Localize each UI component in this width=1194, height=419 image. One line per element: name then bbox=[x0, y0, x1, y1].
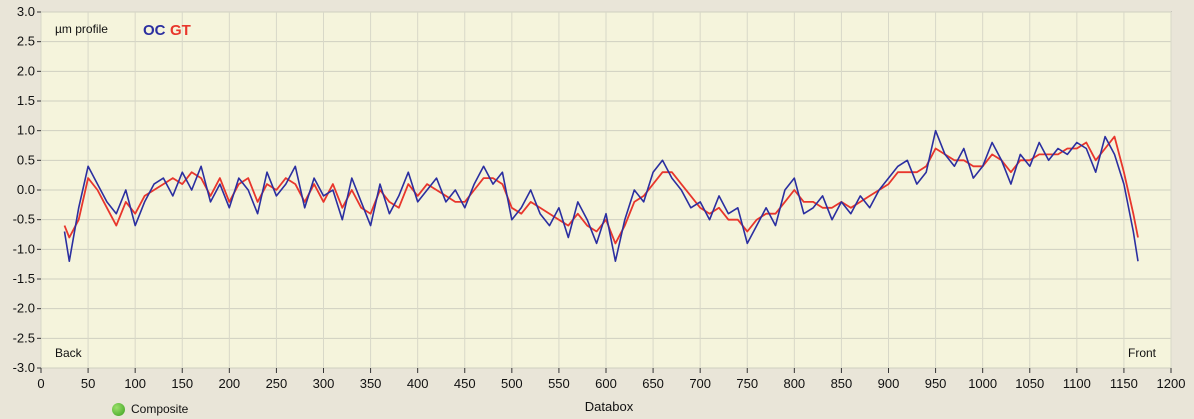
x-tick-label: 100 bbox=[124, 376, 146, 391]
series-line-gt bbox=[63, 135, 1139, 245]
x-tick-label: 500 bbox=[501, 376, 523, 391]
x-tick-label: 200 bbox=[218, 376, 240, 391]
x-tick-label: 850 bbox=[831, 376, 853, 391]
x-tick-label: 150 bbox=[171, 376, 193, 391]
x-tick-label: 300 bbox=[313, 376, 335, 391]
x-tick-label: 650 bbox=[642, 376, 664, 391]
y-tick-label: 2.0 bbox=[17, 63, 35, 78]
back-label: Back bbox=[55, 346, 83, 360]
composite-text: Composite bbox=[131, 402, 189, 416]
composite-dot-icon bbox=[112, 402, 125, 416]
y-tick-label: 3.0 bbox=[17, 4, 35, 19]
x-tick-label: 1050 bbox=[1015, 376, 1044, 391]
x-tick-label: 700 bbox=[689, 376, 711, 391]
y-tick-label: 0.0 bbox=[17, 182, 35, 197]
y-tick-label: -0.5 bbox=[13, 212, 35, 227]
x-tick-label: 750 bbox=[736, 376, 758, 391]
x-tick-label: 950 bbox=[925, 376, 947, 391]
y-tick-label: -2.0 bbox=[13, 301, 35, 316]
y-tick-label: -2.5 bbox=[13, 330, 35, 345]
x-tick-label: 350 bbox=[360, 376, 382, 391]
x-tick-label: 800 bbox=[783, 376, 805, 391]
x-tick-label: 250 bbox=[266, 376, 288, 391]
y-axis: 3.0 2.5 2.0 1.5 1.0 0.5 0.0 -0.5 -1.0 -1.5 -2.0 -2.… bbox=[13, 4, 41, 375]
x-tick-label: 0 bbox=[37, 376, 44, 391]
x-tick-label: 1100 bbox=[1063, 376, 1091, 391]
front-label: Front bbox=[1128, 346, 1157, 360]
x-tick-label: 1200 bbox=[1157, 376, 1186, 391]
x-tick-label: 50 bbox=[81, 376, 95, 391]
x-axis-title: Databox bbox=[585, 399, 634, 414]
y-tick-label: -3.0 bbox=[13, 360, 35, 375]
y-tick-label: 2.5 bbox=[17, 34, 35, 49]
legend-oc: OC bbox=[143, 22, 166, 39]
x-tick-label: 550 bbox=[548, 376, 570, 391]
x-tick-label: 600 bbox=[595, 376, 617, 391]
y-tick-label: -1.0 bbox=[13, 241, 35, 256]
composite-label: Composite bbox=[112, 402, 188, 416]
y-tick-label: -1.5 bbox=[13, 271, 35, 286]
x-tick-label: 1150 bbox=[1110, 376, 1138, 391]
legend-title: µm profile bbox=[55, 22, 108, 36]
x-tick-label: 900 bbox=[878, 376, 900, 391]
x-tick-label: 400 bbox=[407, 376, 429, 391]
y-tick-label: 1.5 bbox=[17, 93, 35, 108]
series-lines bbox=[63, 129, 1139, 263]
x-tick-label: 1000 bbox=[968, 376, 997, 391]
x-axis: 0 50 100 150 200 250 300 350 400 450 500 550 600 650 7… bbox=[37, 368, 1185, 391]
x-tick-label: 450 bbox=[454, 376, 476, 391]
legend-gt: GT bbox=[170, 22, 191, 39]
series-line-oc bbox=[63, 129, 1139, 263]
y-tick-label: 1.0 bbox=[17, 123, 35, 138]
y-tick-label: 0.5 bbox=[17, 152, 35, 167]
